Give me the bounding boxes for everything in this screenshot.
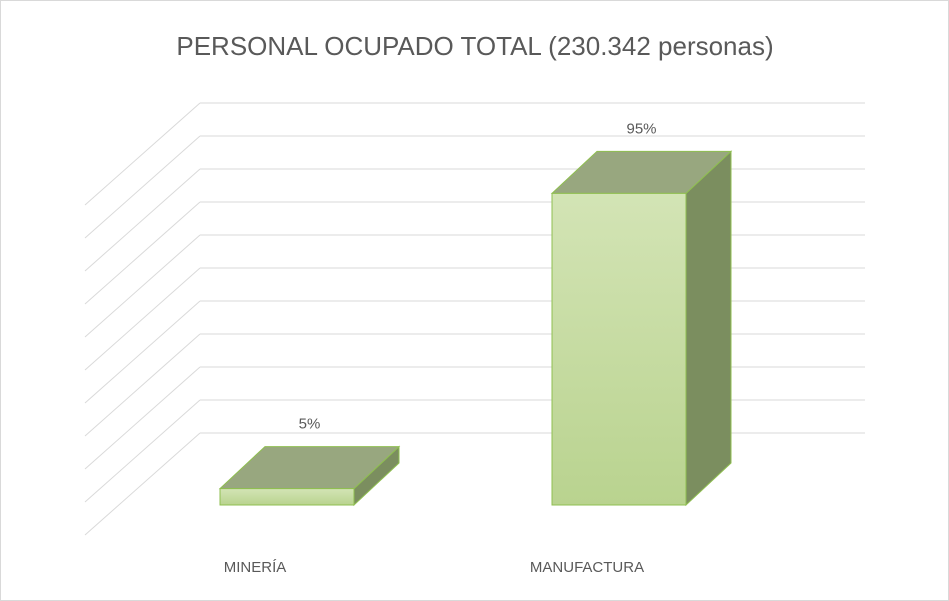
side-grid-line [84,432,201,536]
data-label: 95% [626,120,656,137]
side-grid-line [84,300,201,404]
side-grid-line [84,234,201,338]
side-grid-line [84,102,201,206]
side-grid-line [84,267,201,371]
bar-side [685,150,732,507]
chart-title: PERSONAL OCUPADO TOTAL (230.342 personas… [176,31,773,61]
bar [551,192,687,506]
side-grid-line [84,135,201,239]
x-tick-label: MINERÍA [224,559,287,576]
bar [219,488,355,506]
data-label: 5% [299,416,321,433]
side-grid-line [84,168,201,272]
side-grid-line [84,399,201,503]
side-grid-line [84,366,201,470]
side-grid-line [84,333,201,437]
x-tick-label: MANUFACTURA [530,559,644,576]
side-grid-line [84,201,201,305]
